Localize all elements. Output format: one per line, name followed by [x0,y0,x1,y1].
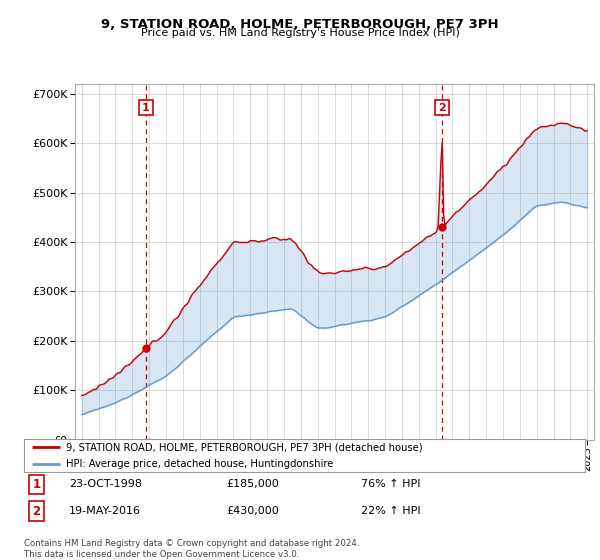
Text: 9, STATION ROAD, HOLME, PETERBOROUGH, PE7 3PH: 9, STATION ROAD, HOLME, PETERBOROUGH, PE… [101,18,499,31]
Text: 9, STATION ROAD, HOLME, PETERBOROUGH, PE7 3PH (detached house): 9, STATION ROAD, HOLME, PETERBOROUGH, PE… [66,442,422,452]
Text: 1: 1 [32,478,40,491]
Text: 23-OCT-1998: 23-OCT-1998 [69,479,142,489]
Text: 2: 2 [32,505,40,517]
Text: 1: 1 [142,102,150,113]
Text: £185,000: £185,000 [226,479,279,489]
Text: 76% ↑ HPI: 76% ↑ HPI [361,479,420,489]
Text: 2: 2 [438,102,446,113]
Text: 19-MAY-2016: 19-MAY-2016 [69,506,141,516]
Text: £430,000: £430,000 [226,506,279,516]
Text: Contains HM Land Registry data © Crown copyright and database right 2024.
This d: Contains HM Land Registry data © Crown c… [24,539,359,559]
Text: Price paid vs. HM Land Registry's House Price Index (HPI): Price paid vs. HM Land Registry's House … [140,28,460,38]
Text: HPI: Average price, detached house, Huntingdonshire: HPI: Average price, detached house, Hunt… [66,459,334,469]
Text: 22% ↑ HPI: 22% ↑ HPI [361,506,420,516]
